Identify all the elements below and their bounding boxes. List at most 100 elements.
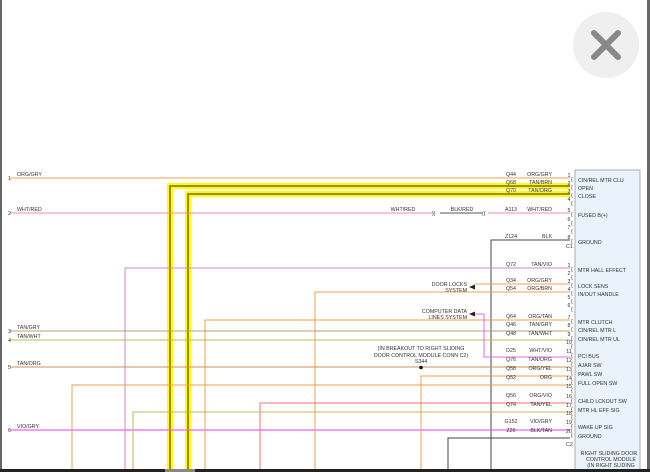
c2-pin-10: 10: [566, 340, 572, 346]
circuit-id: Q48: [506, 331, 516, 337]
pin-bracket: {: [571, 221, 573, 227]
c2-pin-19: 19: [566, 420, 572, 426]
left-pin-number: 3: [8, 329, 11, 335]
pin-function: CHILD LCKOUT SW: [578, 399, 627, 405]
pin-bracket: {: [571, 239, 573, 245]
wire-tan-org: [187, 193, 570, 472]
wire-tan-brn: [169, 185, 570, 472]
pin-bracket: {: [571, 212, 573, 218]
splice-id: S344: [415, 359, 427, 365]
c2-pin-12: 12: [566, 358, 572, 364]
wire-color: ORG/VIO: [529, 393, 552, 399]
c1-pin-8: 8: [568, 235, 571, 241]
c2-pin-18: 18: [566, 411, 572, 417]
splice-s344: (IN BREAKOUT TO RIGHT SLIDING DOOR CONTR…: [374, 346, 469, 370]
c2-pin-2: 2: [568, 271, 571, 277]
wire-color: TAN/BRN: [529, 180, 552, 186]
pin-bracket: {: [571, 388, 573, 394]
module-title-1: RIGHT SLIDING DOOR: [581, 451, 638, 457]
pin-bracket: {: [571, 307, 573, 313]
pin-bracket: {: [571, 283, 573, 289]
circuit-id: Z124: [505, 234, 517, 240]
pin-function: MTR HALL EFFECT: [578, 268, 627, 274]
horizontal-scrollbar[interactable]: [0, 469, 650, 472]
wire-org-tan: [204, 319, 570, 472]
circuit-id: Q58: [506, 366, 516, 372]
splice-note-2: DOOR CONTROL MODULE CONN C2): [374, 353, 469, 359]
c2-pin-14: 14: [566, 376, 572, 382]
wire-color: TAN/VIO: [531, 262, 552, 268]
wire-color: TAN/WHT: [528, 331, 552, 337]
c2-pin-15: 15: [566, 384, 572, 390]
circuit-id: A113: [505, 207, 517, 213]
pin-bracket: {: [571, 327, 573, 333]
pin-function: FUSED B(+): [578, 213, 608, 219]
inline-connector: WHT/RED BLK/RED )) ((: [391, 207, 486, 217]
wire-color: ORG/BRN: [527, 286, 552, 292]
wire-wht-vio: [475, 313, 570, 358]
pin-function: CIN/REL MTR UL: [578, 337, 620, 343]
pin-bracket: {: [571, 267, 573, 273]
wire-color: ORG/GRY: [527, 172, 552, 178]
pin-function: MTR HL EFF SIG: [578, 408, 620, 414]
left-pin-number: 5: [8, 365, 11, 371]
close-icon: [591, 30, 621, 60]
module-title-3: (IN RIGHT SLIDING: [587, 463, 635, 469]
wire-color: ORG/GRY: [527, 278, 552, 284]
circuit-id: Q72: [506, 262, 516, 268]
circuit-id: Q54: [506, 286, 516, 292]
arrow-icon: [469, 311, 475, 317]
pin-bracket: {: [571, 380, 573, 386]
circuit-id: G152: [505, 419, 518, 425]
wire-blk-tan: [447, 437, 570, 472]
c2-pin-5: 5: [568, 295, 571, 301]
wire-color: ORG/YEL: [528, 366, 552, 372]
c2-label: C2: [566, 442, 573, 448]
wire-color: ORG: [540, 375, 552, 381]
right-border: [647, 0, 650, 472]
c2-pin-6: 6: [568, 303, 571, 309]
wire-color: BLK: [542, 234, 552, 240]
pin-function: CLOSE: [578, 194, 596, 200]
pin-function: FULL OPEN SW: [578, 381, 617, 387]
connector-symbol: ((: [482, 211, 486, 217]
left-wire-color: TAN/WHT: [17, 334, 41, 340]
left-border: [0, 0, 2, 472]
wire-blk-ground: [490, 239, 570, 472]
door-locks-label-2: SYSTEM: [445, 288, 467, 294]
c1-pin-1: 1: [568, 173, 571, 179]
pin-bracket: {: [571, 371, 573, 377]
wire-org-vio: [259, 402, 570, 472]
c2-pin-8: 8: [568, 323, 571, 329]
pin-function: MTR CLUTCH: [578, 320, 613, 326]
wire-color: TAN/ORG: [528, 357, 552, 363]
wire-color: BLK/TAN: [530, 428, 552, 434]
splice-dot: [419, 365, 423, 370]
pin-function: OPEN: [578, 186, 593, 192]
wire-color: TAN/YEL: [530, 402, 552, 408]
scrollbar-thumb[interactable]: [165, 469, 195, 472]
pin-function: CIN/REL MTR CLU: [578, 178, 624, 184]
c2-pin-7: 7: [568, 315, 571, 321]
c1-pin-6: 6: [568, 217, 571, 223]
circuit-id: Q76: [506, 357, 516, 363]
computer-data-label-2: LINES SYSTEM: [428, 315, 467, 321]
c2-pin-9: 9: [568, 332, 571, 338]
left-wire-color: TAN/ORG: [17, 361, 41, 367]
pin-bracket: {: [571, 398, 573, 404]
module-box: [574, 169, 641, 472]
wire-color: TAN/ORG: [528, 188, 552, 194]
wire-color: WHT/RED: [527, 207, 552, 213]
wire-color: TAN/GRY: [529, 322, 553, 328]
c1-pin-2: 2: [568, 181, 571, 187]
wire-color: ORG/TAN: [528, 314, 552, 320]
circuit-id: Q46: [506, 322, 516, 328]
pin-bracket: {: [571, 353, 573, 359]
c1-pin-7: 7: [568, 225, 571, 231]
wire-org: [71, 384, 570, 472]
close-button[interactable]: [573, 12, 639, 78]
left-pin-number: 4: [8, 338, 11, 344]
left-wire-color: WHT/RED: [17, 207, 42, 213]
